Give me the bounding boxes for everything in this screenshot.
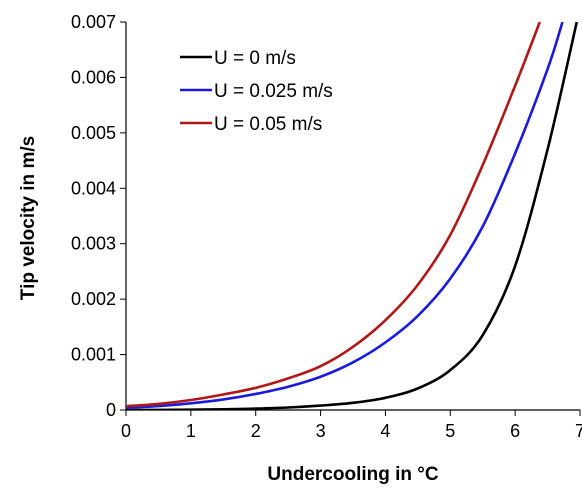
x-tick-label: 3 (316, 421, 326, 441)
x-tick-label: 6 (510, 421, 520, 441)
y-tick-label: 0.007 (71, 12, 116, 32)
x-tick-label: 0 (121, 421, 131, 441)
y-axis-ticks: 0 0.001 0.002 0.003 0.004 0.005 0.006 0.007 (71, 12, 126, 420)
y-tick-label: 0.005 (71, 123, 116, 143)
x-tick-label: 7 (575, 421, 582, 441)
y-tick-label: 0.003 (71, 234, 116, 254)
series-line-1 (126, 22, 564, 410)
x-tick-label: 5 (445, 421, 455, 441)
x-tick-label: 4 (380, 421, 390, 441)
y-tick-label: 0.002 (71, 289, 116, 309)
legend: U = 0 m/s U = 0.025 m/s U = 0.05 m/s (180, 48, 333, 135)
series-line-0 (126, 22, 579, 410)
x-axis-title: Undercooling in °C (267, 464, 438, 485)
x-axis-ticks: 0 1 2 3 4 5 6 7 (121, 410, 582, 441)
x-tick-label: 2 (251, 421, 261, 441)
y-axis-title: Tip velocity in m/s (18, 136, 39, 300)
y-tick-label: 0.006 (71, 67, 116, 87)
legend-label-1: U = 0.025 m/s (214, 81, 333, 102)
x-tick-label: 1 (186, 421, 196, 441)
legend-label-0: U = 0 m/s (214, 48, 296, 69)
y-tick-label: 0.001 (71, 345, 116, 365)
series-curves (126, 22, 579, 410)
y-tick-label: 0 (106, 400, 116, 420)
y-tick-label: 0.004 (71, 178, 116, 198)
series-line-2 (126, 22, 542, 408)
legend-label-2: U = 0.05 m/s (214, 114, 322, 135)
plot-frame (125, 22, 580, 411)
